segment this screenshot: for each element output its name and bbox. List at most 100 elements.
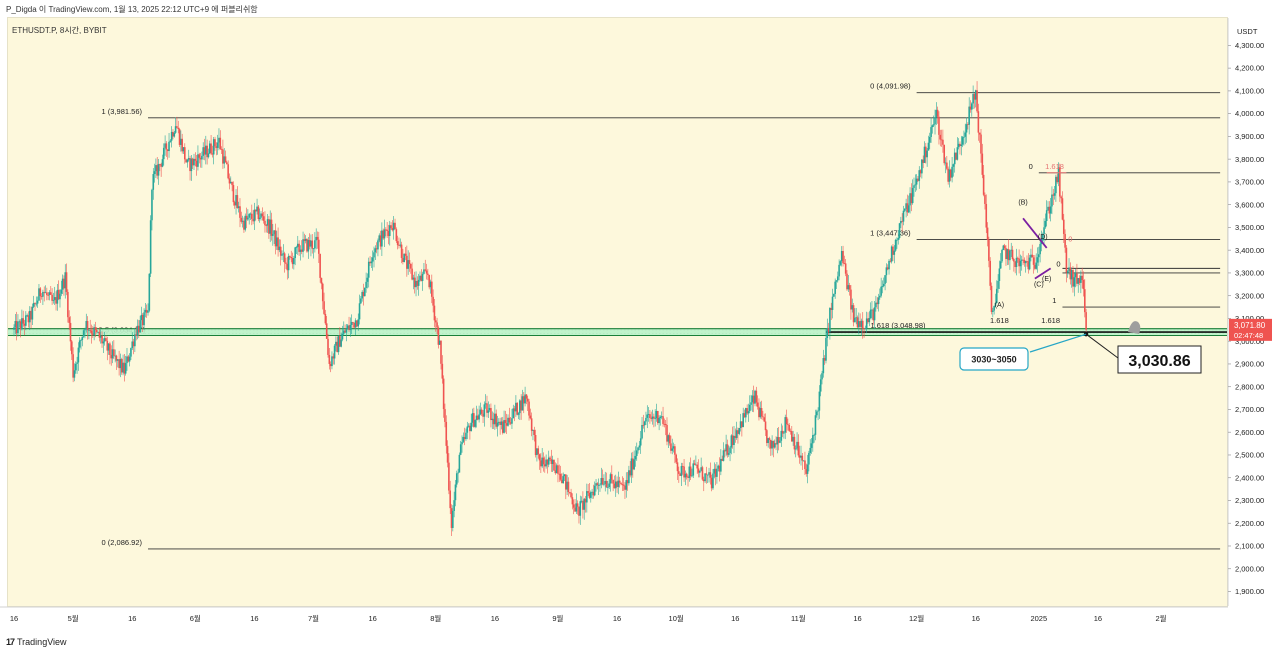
candle-body	[892, 246, 894, 255]
candle-body	[797, 441, 800, 456]
price-tick-label: 2,900.00	[1235, 360, 1264, 369]
candle-body	[331, 356, 333, 367]
candle-body	[198, 154, 201, 158]
candle-body	[876, 302, 879, 305]
candle-body	[660, 416, 663, 418]
candle-body	[777, 437, 780, 443]
candle-body	[95, 329, 98, 333]
candle-body	[349, 324, 352, 331]
candle-body	[97, 331, 99, 333]
candle-body	[197, 154, 199, 167]
publish-header: P_Digda 이 TradingView.com, 1월 13, 2025 2…	[0, 0, 1280, 17]
candle-body	[371, 257, 374, 262]
candle-body	[498, 421, 500, 423]
candle-body	[13, 327, 15, 330]
candle-body	[898, 223, 901, 239]
candle-body	[76, 362, 78, 364]
candle-body	[298, 243, 300, 252]
candle-body	[88, 329, 90, 331]
candle-body	[511, 418, 513, 424]
candle-body	[716, 468, 718, 477]
price-tick-label: 2,800.00	[1235, 382, 1264, 391]
candle-body	[572, 504, 575, 508]
candle-body	[400, 244, 403, 258]
candle-body	[913, 185, 915, 188]
candle-body	[727, 453, 730, 455]
candle-body	[822, 358, 825, 374]
time-tick-label: 16	[731, 614, 739, 623]
candle-body	[918, 170, 921, 181]
candle-body	[825, 338, 827, 361]
candle-body	[994, 302, 997, 306]
candle-body	[490, 407, 492, 421]
candle-body	[184, 147, 186, 160]
candle-body	[208, 143, 211, 154]
candle-body	[616, 481, 618, 487]
candle-body	[454, 484, 457, 501]
candle-body	[607, 487, 609, 488]
candle-body	[579, 501, 582, 516]
candle-body	[113, 349, 115, 356]
candle-body	[304, 238, 307, 241]
candle-body	[165, 143, 168, 150]
candle-body	[617, 480, 620, 487]
candle-body	[415, 280, 417, 288]
tradingview-logo[interactable]: 17 TradingView	[6, 637, 67, 647]
candle-body	[921, 159, 923, 174]
candle-body	[236, 195, 239, 208]
candle-body	[884, 275, 886, 284]
chart-pane[interactable]	[7, 17, 1228, 607]
candle-body	[323, 301, 325, 314]
candle-body	[551, 459, 554, 465]
candle-body	[680, 466, 683, 476]
candle-body	[459, 444, 462, 455]
candle-body	[166, 149, 169, 152]
time-tick-label: 6월	[190, 613, 201, 623]
candle-body	[957, 143, 960, 148]
candle-body	[679, 473, 681, 476]
candle-body	[89, 329, 92, 331]
candle-body	[432, 296, 434, 306]
fib-level-label: 0	[1029, 162, 1033, 171]
price-axis[interactable]	[1228, 17, 1280, 607]
time-tick-label: 5월	[68, 613, 79, 623]
candle-body	[839, 261, 842, 265]
candle-body	[362, 291, 365, 297]
time-tick-label: 16	[613, 614, 621, 623]
candle-body	[838, 264, 840, 277]
candle-body	[1023, 259, 1026, 264]
candle-body	[938, 116, 940, 135]
candle-body	[245, 215, 248, 220]
candle-body	[152, 174, 155, 190]
candle-body	[340, 339, 342, 347]
candle-body	[278, 246, 281, 251]
candle-body	[72, 354, 74, 378]
candle-body	[310, 240, 312, 247]
candle-body	[1009, 250, 1011, 261]
candle-body	[32, 303, 35, 307]
candle-body	[168, 141, 170, 152]
candle-body	[141, 314, 144, 326]
candle-body	[868, 318, 871, 323]
candle-body	[860, 320, 863, 327]
candle-body	[102, 341, 105, 344]
candle-body	[886, 267, 889, 270]
candle-body	[339, 336, 341, 347]
time-axis[interactable]	[0, 607, 1228, 627]
candle-body	[22, 318, 24, 324]
candle-body	[1043, 227, 1045, 234]
candle-body	[812, 435, 814, 444]
candle-body	[1068, 267, 1070, 272]
candle-body	[193, 158, 195, 166]
candle-body	[947, 168, 949, 182]
candle-body	[850, 289, 852, 310]
candle-body	[82, 330, 85, 337]
candle-body	[628, 470, 630, 484]
candle-body	[265, 225, 268, 227]
candle-body	[178, 129, 181, 145]
candle-body	[417, 279, 420, 286]
candle-body	[1034, 264, 1036, 269]
candle-body	[708, 472, 710, 475]
candle-body	[57, 289, 60, 300]
